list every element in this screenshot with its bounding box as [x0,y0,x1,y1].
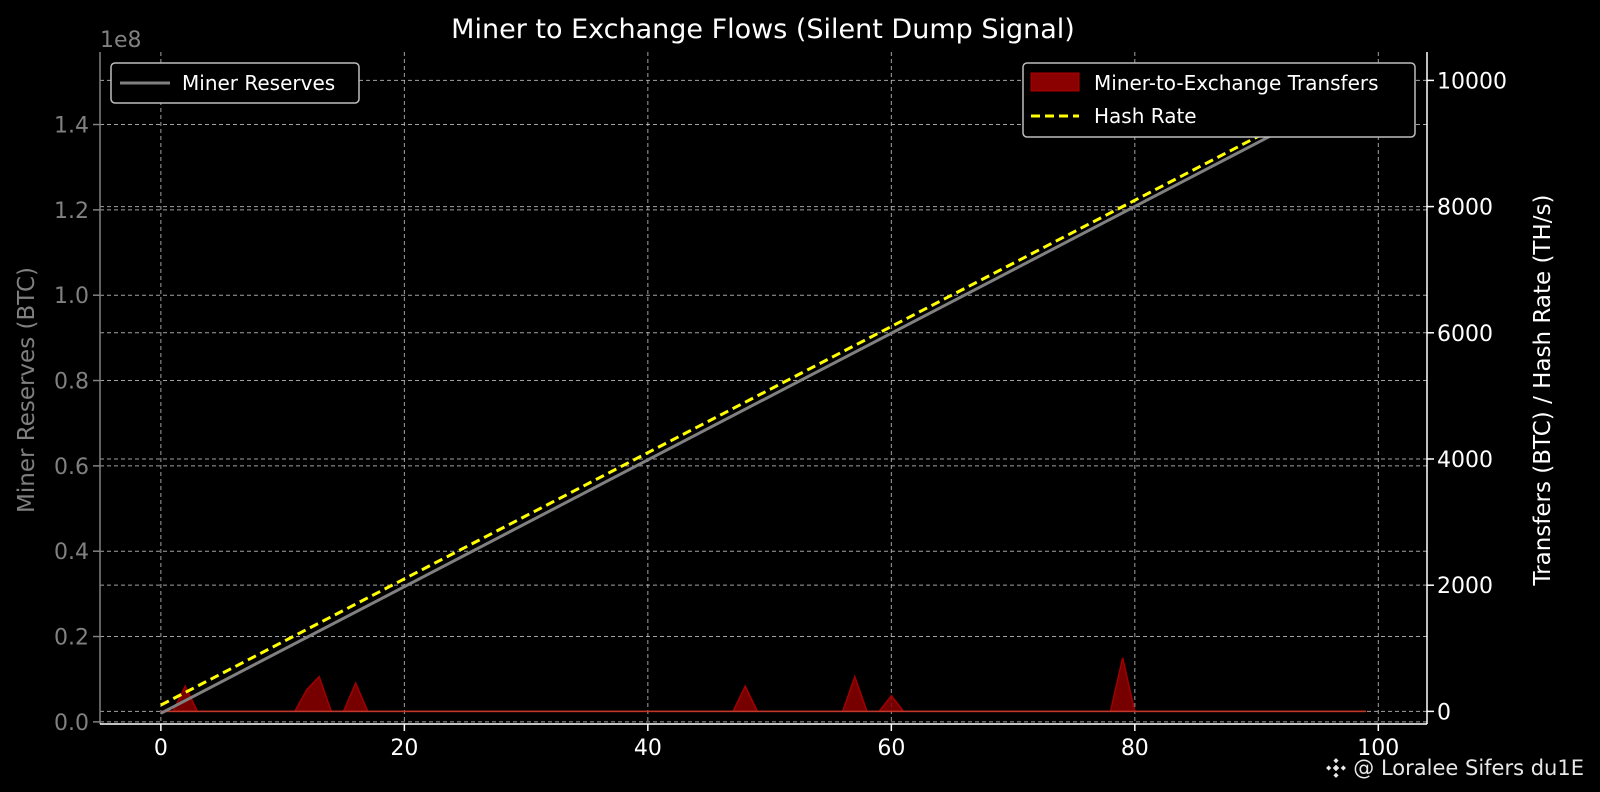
watermark: @ Loralee Sifers du1E [1325,756,1584,780]
right-tick-label: 8000 [1437,196,1493,221]
right-tick-label: 6000 [1437,322,1493,347]
series-line-miner-reserves [160,84,1367,715]
legend-right: Miner-to-Exchange Transfers Hash Rate [1022,62,1416,138]
legend-left: Miner Reserves [110,62,360,104]
left-tick-label: 0.0 [54,711,89,736]
left-tick-label: 1.0 [54,284,89,309]
right-tick-label: 4000 [1437,448,1493,473]
right-tick-label: 2000 [1437,574,1493,599]
legend-label-hash-rate: Hash Rate [1094,104,1197,128]
x-tick-label: 80 [1121,736,1149,761]
axes [93,52,1434,731]
line-layer [160,79,1367,715]
tick-labels: 0 20 40 60 80 100 0.0 0.2 0.4 0.6 0.8 1.0 1.2 1.4 0 200… [54,69,1507,761]
left-tick-label: 1.4 [54,114,89,139]
series-line-hash-rate [160,79,1367,707]
legend-label-transfers: Miner-to-Exchange Transfers [1094,71,1379,95]
right-tick-label: 0 [1437,700,1451,725]
x-tick-label: 100 [1357,736,1399,761]
x-tick-label: 0 [154,736,168,761]
left-tick-label: 0.6 [54,455,89,480]
legend-label-miner-reserves: Miner Reserves [182,71,335,95]
left-tick-label: 1.2 [54,199,89,224]
left-axis-offset-text: 1e8 [100,28,142,53]
transfers-area-layer [160,657,1367,713]
right-tick-label: 10000 [1437,69,1507,94]
chart-title: Miner to Exchange Flows (Silent Dump Sig… [451,14,1075,45]
left-tick-label: 0.8 [54,370,89,395]
left-tick-label: 0.4 [54,540,89,565]
series-area-transfers [160,657,1367,713]
x-tick-label: 60 [877,736,905,761]
watermark-text: @ Loralee Sifers du1E [1353,756,1584,780]
legend-swatch-transfers [1030,72,1080,92]
x-tick-label: 20 [390,736,418,761]
right-axis-label: Transfers (BTC) / Hash Rate (TH/s) [1530,195,1556,587]
x-tick-label: 40 [634,736,662,761]
grid-lines [100,52,1427,724]
left-tick-label: 0.2 [54,626,89,651]
binance-logo-icon [1326,758,1347,778]
left-axis-label: Miner Reserves (BTC) [14,267,40,513]
